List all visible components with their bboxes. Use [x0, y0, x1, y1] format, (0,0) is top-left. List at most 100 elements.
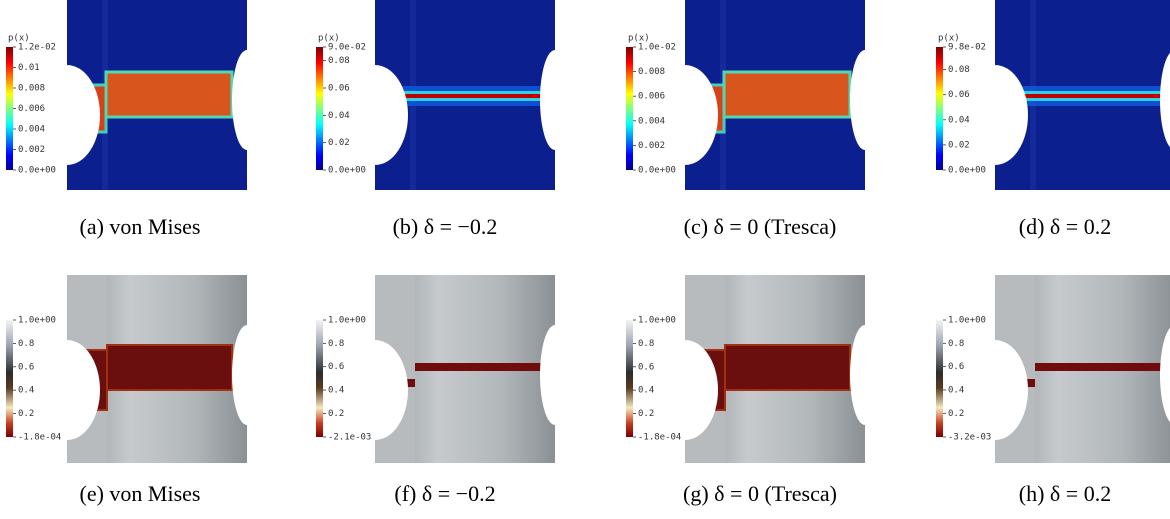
notch: [34, 65, 100, 165]
colorbar-tick-label: 0.2: [328, 409, 344, 419]
colorbar-title: p(x): [938, 34, 960, 44]
colorbar-tick-label: 0.004: [18, 125, 45, 135]
notch: [652, 65, 718, 165]
colorbar-tick-label: 0.8: [638, 339, 654, 349]
simulation-image: [652, 275, 880, 463]
colorbar-tick-label: 0.01: [18, 63, 40, 73]
colorbar-tick-label: 0.04: [948, 115, 970, 125]
plastic-band: [104, 70, 234, 119]
colorbar-tick-label: -3.2e-03: [948, 433, 991, 443]
notch: [342, 65, 408, 165]
plastic-band: [415, 363, 555, 371]
colorbar-tick-label: 0.008: [638, 67, 665, 77]
colorbar-tick-label: 0.8: [18, 339, 34, 349]
plastic-band: [722, 70, 852, 119]
colorbar-tick-label: 0.06: [948, 90, 970, 100]
colorbar-tick-label: 0.004: [638, 116, 665, 126]
colorbar-tick-label: 1.0e-02: [638, 43, 676, 53]
plastic-band: [393, 94, 553, 98]
colorbar-tick-label: 0.6: [948, 362, 964, 372]
colorbar-tick-label: 0.6: [328, 362, 344, 372]
colorbar-tick-label: 1.0e+00: [948, 316, 986, 326]
notch: [962, 340, 1028, 440]
colorbar-tick-label: 0.0e+00: [638, 166, 676, 176]
simulation-image: [962, 275, 1170, 463]
caption: (f) δ = −0.2: [394, 481, 495, 506]
caption: (a) von Mises: [80, 214, 201, 239]
colorbar-tick-label: 0.6: [638, 362, 654, 372]
colorbar-title: p(x): [628, 34, 650, 44]
colorbar-tick-label: 0.06: [328, 84, 350, 94]
colorbar-tick-label: 0.08: [948, 65, 970, 75]
plastic-band: [106, 344, 233, 391]
colorbar-tick-label: -1.8e-04: [638, 433, 681, 443]
simulation-image: [342, 275, 570, 463]
colorbar-tick-label: 0.4: [948, 385, 964, 395]
colorbar-title: p(x): [8, 34, 30, 44]
notch: [232, 325, 262, 425]
colorbar-tick-label: 0.0e+00: [948, 166, 986, 176]
caption: (d) δ = 0.2: [1019, 214, 1111, 239]
colorbar-tick-label: 0.4: [328, 386, 344, 396]
colorbar: [626, 47, 633, 170]
colorbar: [6, 47, 13, 170]
colorbar-tick-label: 0.002: [18, 145, 45, 155]
colorbar-tick-label: 0.0e+00: [18, 166, 56, 176]
colorbar-tick-label: 0.4: [18, 386, 34, 396]
notch: [34, 340, 100, 440]
colorbar-tick-label: 9.8e-02: [948, 43, 986, 53]
notch: [652, 340, 718, 440]
simulation-image: [34, 275, 262, 463]
colorbar-tick-label: -1.8e-04: [18, 433, 61, 443]
colorbar-tick-label: 0.2: [638, 409, 654, 419]
colorbar-tick-label: 1.0e+00: [328, 316, 366, 326]
plastic-band: [1013, 94, 1170, 98]
colorbar-tick-label: 1.0e+00: [638, 316, 676, 326]
colorbar: [626, 320, 633, 437]
colorbar-tick-label: 1.0e+00: [18, 316, 56, 326]
colorbar-tick-label: -2.1e-03: [328, 433, 371, 443]
colorbar-tick-label: 0.4: [638, 386, 654, 396]
notch: [342, 340, 408, 440]
colorbar-tick-label: 0.8: [948, 339, 964, 349]
caption: (c) δ = 0 (Tresca): [684, 214, 837, 239]
colorbar-tick-label: 0.006: [18, 104, 45, 114]
notch: [232, 50, 262, 150]
notch: [1160, 52, 1170, 148]
colorbar-tick-label: 0.008: [18, 84, 45, 94]
simulation-image: [342, 0, 570, 190]
colorbar: [936, 320, 943, 437]
colorbar: [936, 47, 943, 170]
colorbar: [6, 320, 13, 437]
colorbar-tick-label: 0.0e+00: [328, 166, 366, 176]
notch: [540, 325, 570, 425]
colorbar-tick-label: 0.02: [328, 138, 350, 148]
plastic-band: [724, 344, 851, 391]
colorbar-tick-label: 9.0e-02: [328, 43, 366, 53]
colorbar: [316, 47, 323, 170]
colorbar-tick-label: 0.2: [948, 409, 964, 419]
notch: [850, 50, 880, 150]
colorbar-tick-label: 0.002: [638, 141, 665, 151]
notch: [1160, 327, 1170, 423]
colorbar-tick-label: 0.2: [18, 409, 34, 419]
colorbar-tick-label: 0.08: [328, 56, 350, 66]
colorbar-tick-label: 1.2e-02: [18, 43, 56, 53]
caption: (e) von Mises: [80, 481, 201, 506]
notch: [962, 65, 1028, 165]
colorbar-tick-label: 0.006: [638, 92, 665, 102]
simulation-image: [652, 0, 880, 190]
simulation-image: [34, 0, 262, 190]
notch: [850, 325, 880, 425]
simulation-image: [962, 0, 1170, 190]
colorbar: [316, 320, 323, 437]
colorbar-tick-label: 0.04: [328, 111, 350, 121]
caption: (b) δ = −0.2: [393, 214, 498, 239]
colorbar-tick-label: 0.6: [18, 362, 34, 372]
plastic-band: [1035, 363, 1170, 371]
notch: [540, 50, 570, 150]
caption: (h) δ = 0.2: [1019, 481, 1111, 506]
colorbar-title: p(x): [318, 34, 340, 44]
caption: (g) δ = 0 (Tresca): [683, 481, 837, 506]
